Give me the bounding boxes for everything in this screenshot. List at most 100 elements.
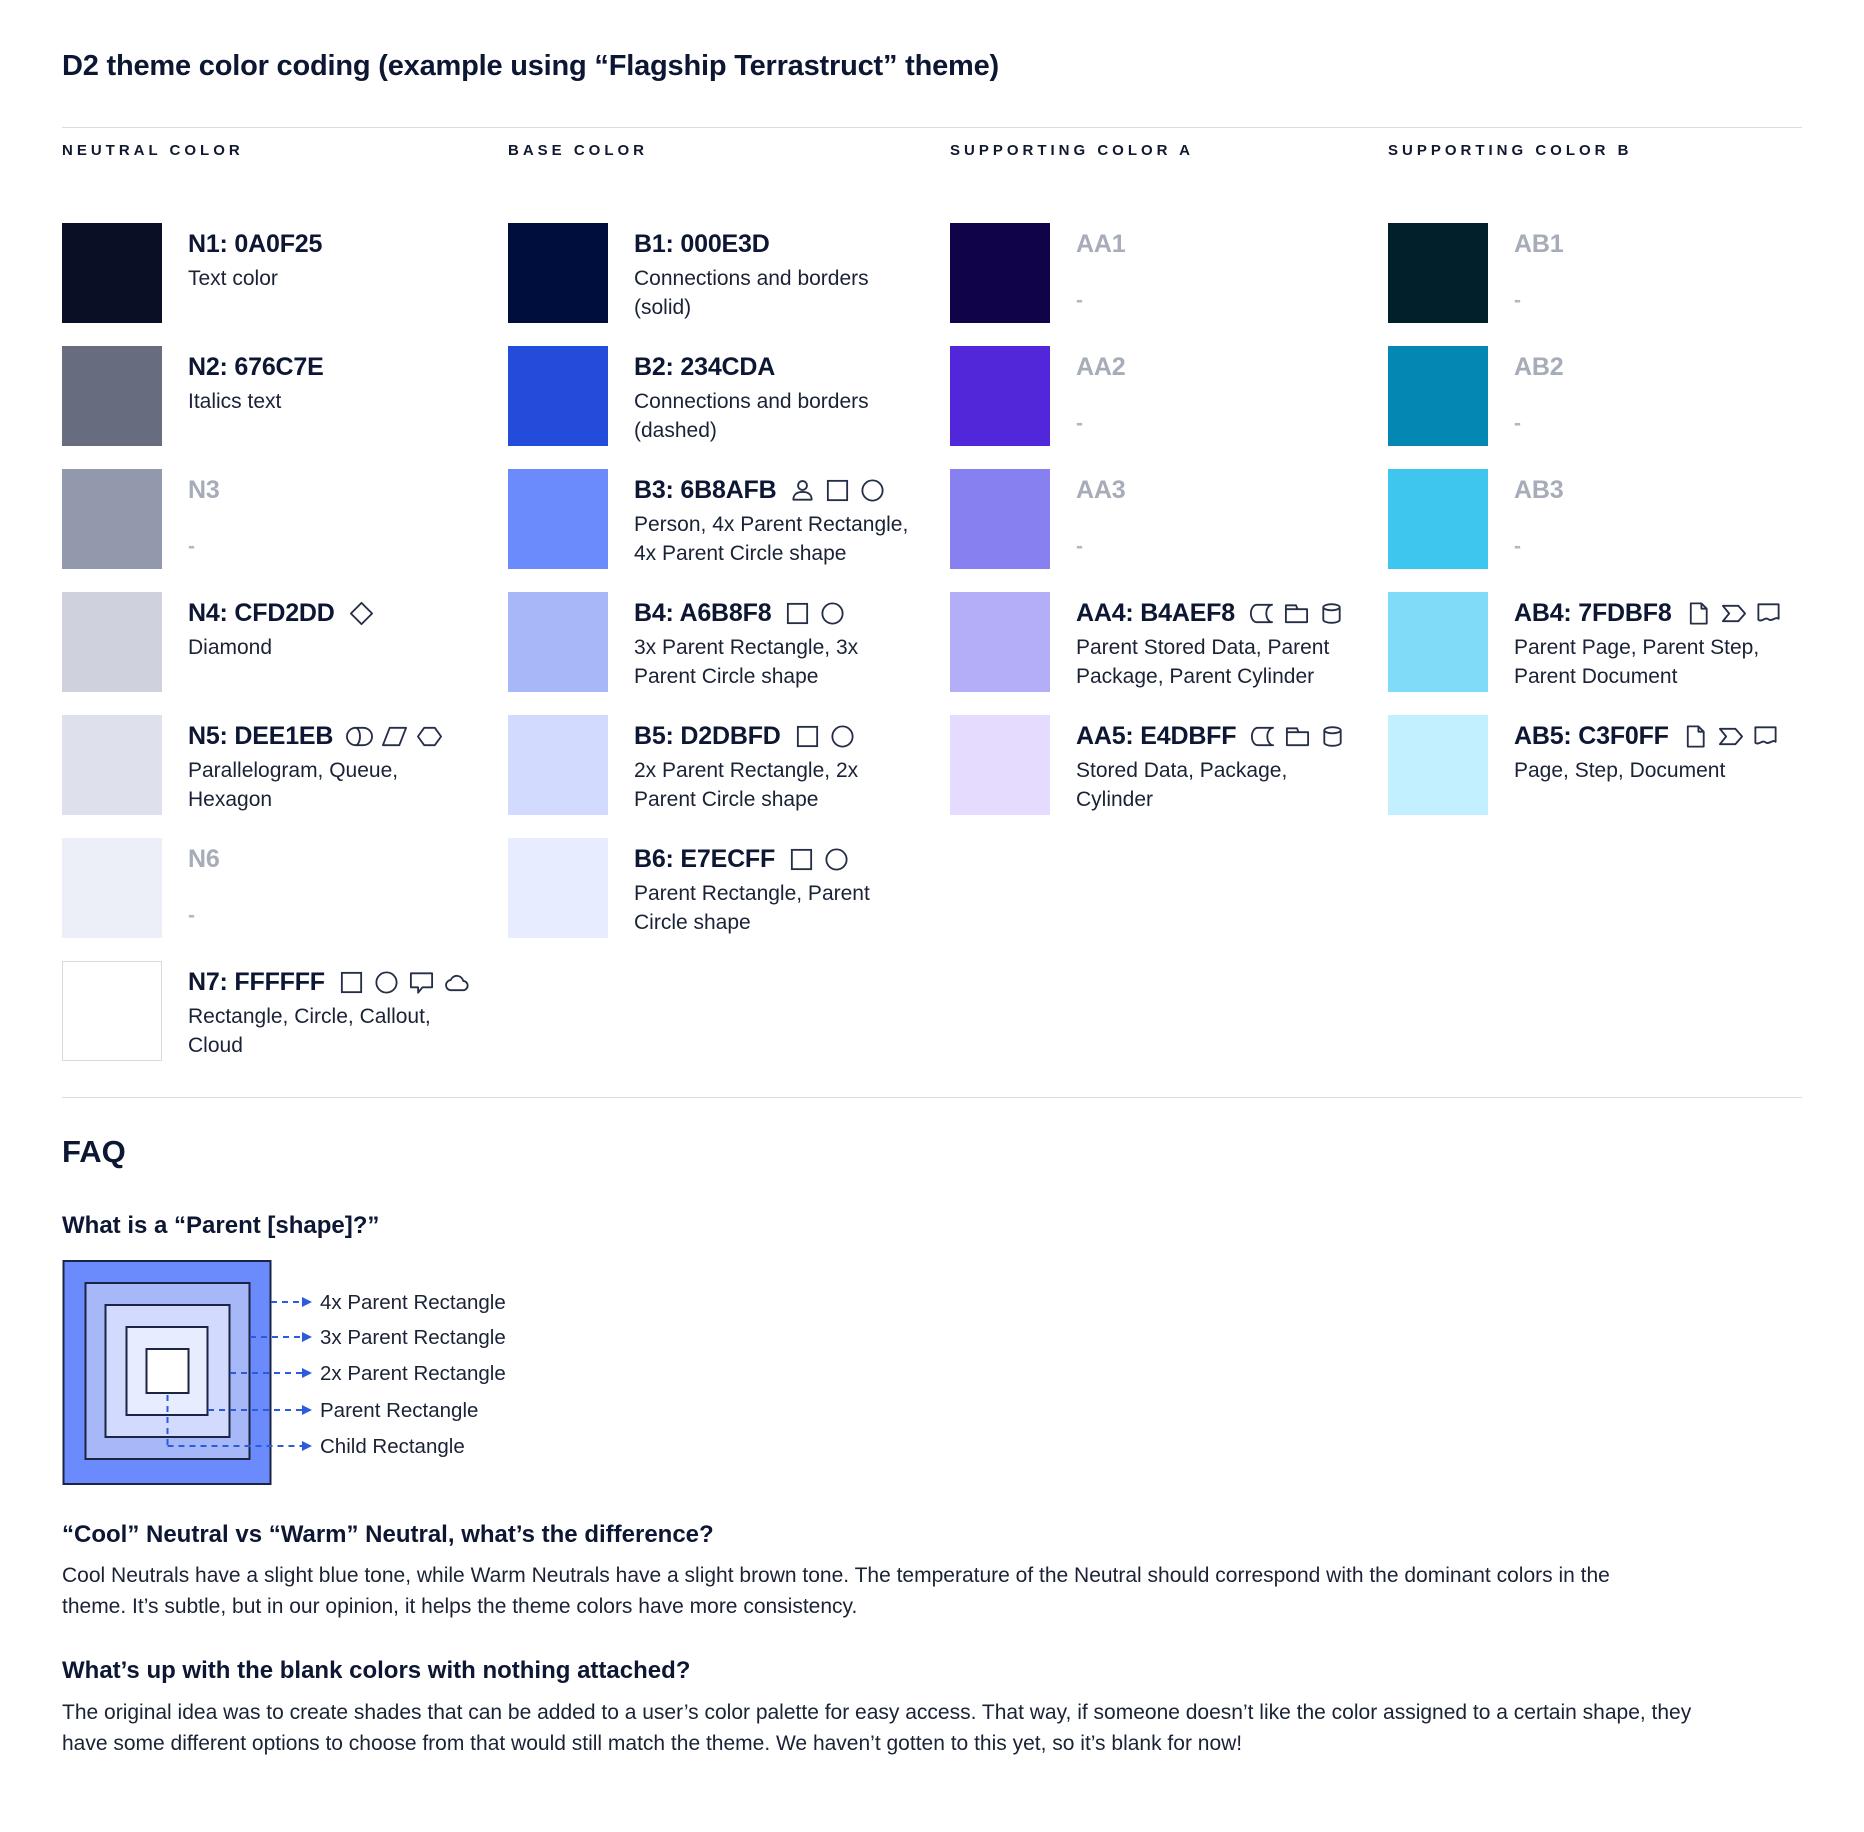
palette-item: N5: DEE1EB Parallelogram, Queue, Hexagon	[62, 715, 492, 815]
color-code-label: AB4: 7FDBF8	[1514, 598, 1672, 627]
column-header: SUPPORTING COLOR A	[950, 142, 1194, 159]
faq-question-parent-shape: What is a “Parent [shape]?”	[62, 1212, 380, 1239]
description-line: Rectangle, Circle, Callout,	[188, 1005, 431, 1028]
palette-item-text: AB5: C3F0FF Page, Step, Document	[1514, 719, 1814, 785]
hexagon-icon	[416, 723, 443, 750]
palette-item: N6 -	[62, 838, 492, 938]
child-rectangle-layer	[145, 1348, 190, 1394]
column-header: NEUTRAL COLOR	[62, 142, 244, 159]
color-swatch	[950, 346, 1050, 446]
column-header: SUPPORTING COLOR B	[1388, 142, 1633, 159]
description-line: 4x Parent Circle shape	[634, 542, 847, 565]
column-supporting-color-b: SUPPORTING COLOR B AB1 - AB2 - AB3	[1388, 142, 1864, 815]
palette-item-text: B2: 234CDA Connections and borders (dashe…	[634, 350, 934, 445]
description-line: Parent Stored Data, Parent	[1076, 636, 1330, 659]
swatch-rows: AB1 - AB2 - AB3 - AB4:	[1388, 223, 1818, 838]
color-usage-description: Page, Step, Document	[1514, 756, 1814, 785]
shape-icons	[1249, 723, 1346, 750]
package-icon	[1283, 600, 1310, 627]
color-usage-description: Parent Stored Data, Parent Package, Paren…	[1076, 633, 1376, 691]
palette-item: AA5: E4DBFF Stored Data, Package, Cylinde…	[950, 715, 1380, 815]
document-icon	[1755, 600, 1782, 627]
description-line: Parent Rectangle, Parent	[634, 882, 870, 905]
palette-item-title-row: AB3	[1514, 473, 1814, 507]
description-line: Parent Circle shape	[634, 788, 819, 811]
rectangle-icon	[338, 969, 365, 996]
color-usage-description: -	[1514, 532, 1814, 561]
description-line: Parent Circle shape	[634, 665, 819, 688]
color-code-label: N3	[188, 475, 220, 504]
step-icon	[1720, 600, 1747, 627]
description-line: -	[188, 535, 195, 558]
palette-item-text: AA2 -	[1076, 350, 1376, 438]
color-code-label: B4: A6B8F8	[634, 598, 772, 627]
shape-icons	[789, 477, 886, 504]
palette-item-text: N1: 0A0F25 Text color	[188, 227, 488, 293]
palette-item-title-row: B6: E7ECFF	[634, 842, 934, 876]
color-usage-description: -	[1514, 286, 1814, 315]
shape-icons	[1685, 600, 1782, 627]
palette-item: AA1 -	[950, 223, 1380, 323]
diagram-label: 4x Parent Rectangle	[320, 1291, 506, 1314]
description-line: -	[1076, 412, 1083, 435]
color-code-label: N4: CFD2DD	[188, 598, 335, 627]
color-usage-description: Connections and borders (dashed)	[634, 387, 934, 445]
description-line: -	[1514, 289, 1521, 312]
color-swatch	[508, 592, 608, 692]
palette-item: AA4: B4AEF8 Parent Stored Data, Parent Pa…	[950, 592, 1380, 692]
description-line: Parent Page, Parent Step,	[1514, 636, 1760, 659]
palette-item-text: B3: 6B8AFB Person, 4x Parent Rectangle, 4…	[634, 473, 934, 568]
palette-item-title-row: N3	[188, 473, 488, 507]
palette-item: N3 -	[62, 469, 492, 569]
diagram-label: 3x Parent Rectangle	[320, 1326, 506, 1349]
palette-item: AB5: C3F0FF Page, Step, Document	[1388, 715, 1818, 815]
palette-item: N2: 676C7E Italics text	[62, 346, 492, 446]
description-line: (dashed)	[634, 419, 717, 442]
text-line: theme. It’s subtle, but in our opinion, …	[62, 1595, 858, 1618]
color-swatch	[1388, 592, 1488, 692]
text-line: Cool Neutrals have a slight blue tone, w…	[62, 1564, 1610, 1587]
color-usage-description: 3x Parent Rectangle, 3x Parent Circle sha…	[634, 633, 934, 691]
page-icon	[1682, 723, 1709, 750]
color-usage-description: Diamond	[188, 633, 488, 662]
description-line: Italics text	[188, 390, 282, 413]
palette-item-title-row: B3: 6B8AFB	[634, 473, 934, 507]
package-icon	[1284, 723, 1311, 750]
circle-icon	[819, 600, 846, 627]
description-line: Cloud	[188, 1034, 243, 1057]
description-line: Hexagon	[188, 788, 273, 811]
palette-item-text: B6: E7ECFF Parent Rectangle, Parent Circl…	[634, 842, 934, 937]
description-line: Page, Step, Document	[1514, 759, 1726, 782]
palette-item-title-row: N6	[188, 842, 488, 876]
description-line: Connections and borders	[634, 267, 869, 290]
faq-title: FAQ	[62, 1134, 126, 1169]
diagram-label: 2x Parent Rectangle	[320, 1362, 506, 1385]
arrowhead-icon	[302, 1297, 312, 1307]
color-usage-description: Italics text	[188, 387, 488, 416]
palette-item: B6: E7ECFF Parent Rectangle, Parent Circl…	[508, 838, 938, 938]
color-usage-description: Parent Rectangle, Parent Circle shape	[634, 879, 934, 937]
column-neutral-color: NEUTRAL COLOR N1: 0A0F25 Text color N2: …	[62, 142, 492, 1061]
color-swatch	[1388, 469, 1488, 569]
palette-item-text: N5: DEE1EB Parallelogram, Queue, Hexagon	[188, 719, 488, 814]
palette-item-title-row: N5: DEE1EB	[188, 719, 488, 753]
palette-item-title-row: B4: A6B8F8	[634, 596, 934, 630]
palette-item-text: AB2 -	[1514, 350, 1814, 438]
rectangle-icon	[824, 477, 851, 504]
description-line: Parallelogram, Queue,	[188, 759, 399, 782]
palette-item: B1: 000E3D Connections and borders (solid…	[508, 223, 938, 323]
palette-item: AB2 -	[1388, 346, 1818, 446]
color-code-label: AB2	[1514, 352, 1564, 381]
cloud-icon	[443, 969, 470, 996]
diagram-label: Parent Rectangle	[320, 1399, 478, 1422]
divider	[62, 1097, 1802, 1098]
palette-item-title-row: AB4: 7FDBF8	[1514, 596, 1814, 630]
color-code-label: AA5: E4DBFF	[1076, 721, 1237, 750]
palette-item: N4: CFD2DD Diamond	[62, 592, 492, 692]
palette-item: B4: A6B8F8 3x Parent Rectangle, 3x Parent…	[508, 592, 938, 692]
color-usage-description: Parent Page, Parent Step, Parent Document	[1514, 633, 1814, 691]
color-swatch	[950, 592, 1050, 692]
palette-item: B5: D2DBFD 2x Parent Rectangle, 2x Parent…	[508, 715, 938, 815]
column-supporting-color-a: SUPPORTING COLOR A AA1 - AA2 - AA3	[950, 142, 1380, 815]
palette-item-text: AB3 -	[1514, 473, 1814, 561]
